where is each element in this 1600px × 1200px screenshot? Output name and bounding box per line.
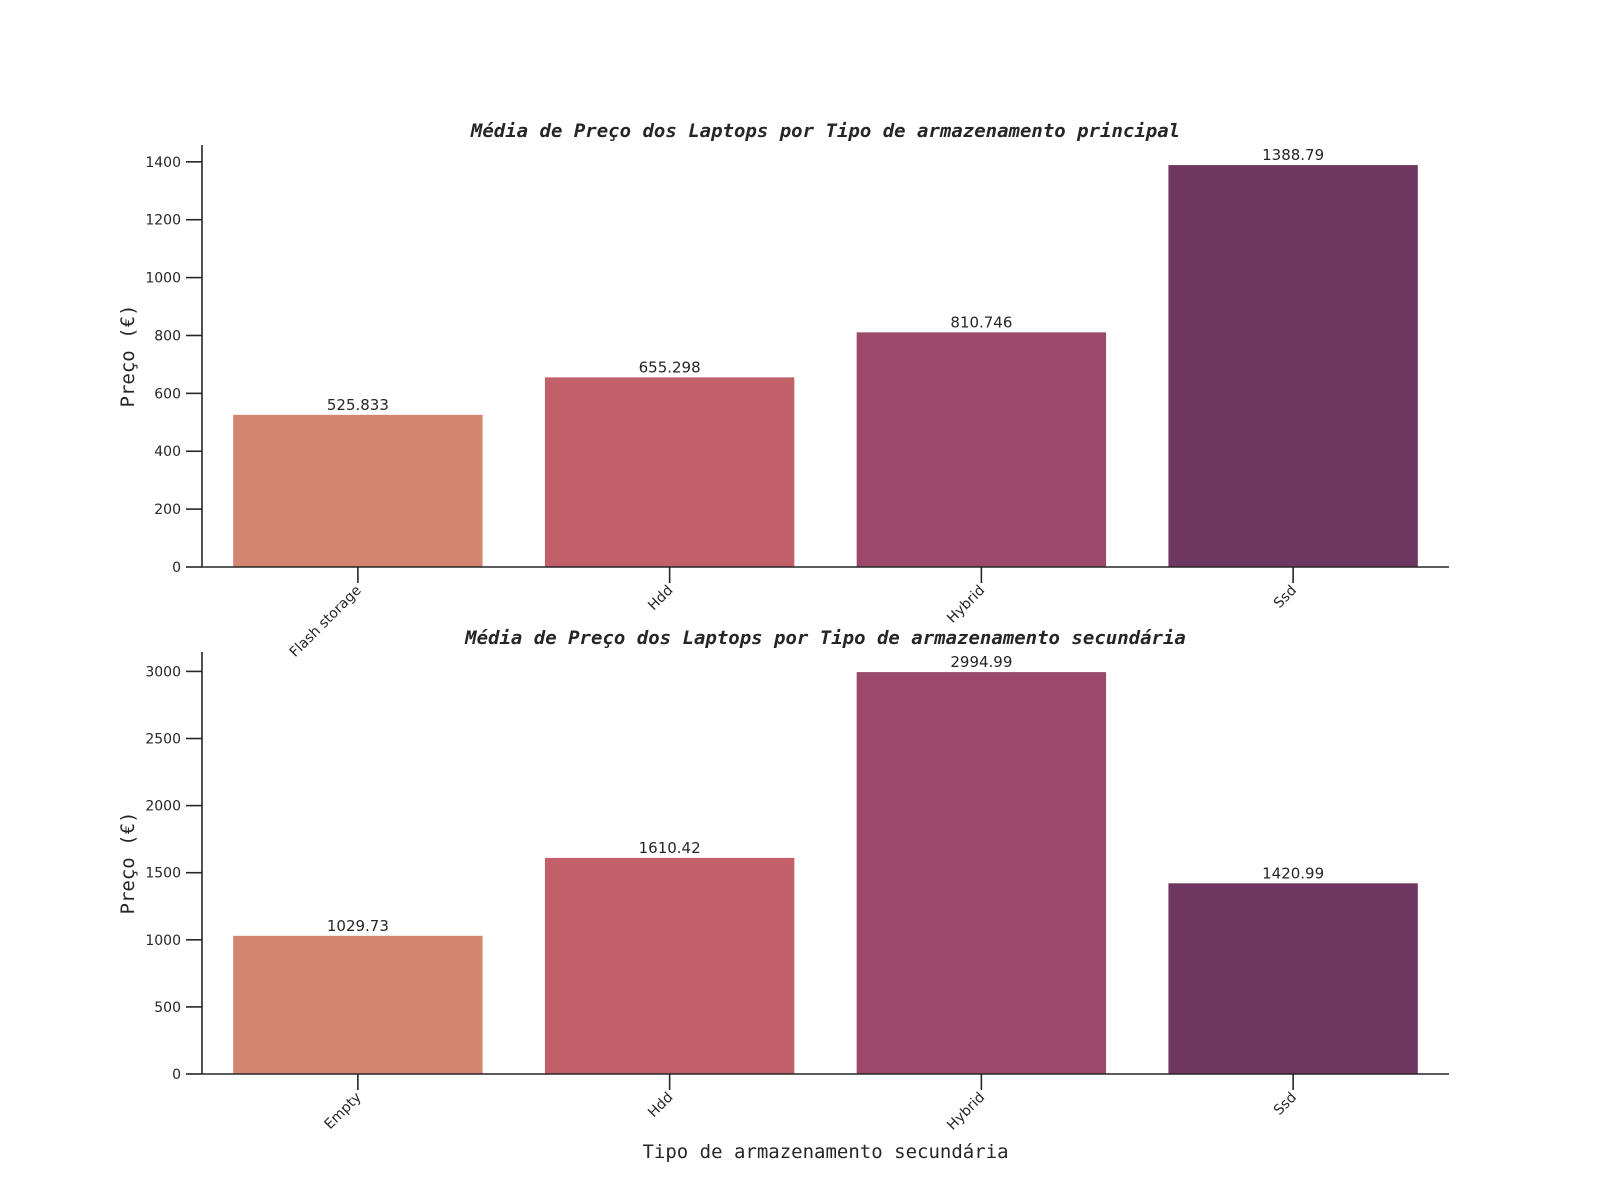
x-tick-label: Hybrid xyxy=(944,1090,988,1134)
y-tick-label: 500 xyxy=(154,1000,181,1016)
x-tick-label: Empty xyxy=(321,1090,364,1133)
bar-value-label: 1610.42 xyxy=(639,839,701,857)
y-tick-label: 600 xyxy=(154,386,181,402)
bar-hybrid xyxy=(856,332,1107,567)
top-chart-panel: 525.833 655.298 810.746 1388.79 0 200 400 600 80… xyxy=(117,120,1449,661)
y-tick-label: 1200 xyxy=(145,213,181,229)
bar-value-label: 525.833 xyxy=(327,396,389,414)
bar-ssd xyxy=(1168,883,1418,1074)
y-tick-label: 200 xyxy=(154,502,181,518)
bar-value-label: 1388.79 xyxy=(1262,146,1324,164)
y-tick-label: 0 xyxy=(172,1067,181,1083)
y-tick-label: 2500 xyxy=(145,732,181,748)
chart-title: Média de Preço dos Laptops por Tipo de a… xyxy=(470,120,1180,142)
bar-value-label: 810.746 xyxy=(950,313,1012,331)
y-tick-label: 0 xyxy=(172,560,181,576)
y-tick-label: 1000 xyxy=(145,271,181,287)
chart-title: Média de Preço dos Laptops por Tipo de a… xyxy=(464,627,1186,649)
bottom-chart-panel: 1029.73 1610.42 2994.99 1420.99 0 500 1000 1500… xyxy=(117,627,1449,1163)
bar-hdd xyxy=(544,377,795,567)
x-tick-label: Hybrid xyxy=(944,583,988,627)
bar-hdd xyxy=(544,857,795,1074)
y-tick-label: 400 xyxy=(154,444,181,460)
bar-empty xyxy=(233,935,483,1074)
y-axis-title: Preço (€) xyxy=(117,812,139,915)
y-tick-label: 1500 xyxy=(145,866,181,882)
x-tick-label: Hdd xyxy=(645,1090,676,1121)
y-axis-title: Preço (€) xyxy=(117,305,139,408)
x-tick-label: Ssd xyxy=(1271,583,1300,612)
bar-value-label: 2994.99 xyxy=(950,653,1012,671)
y-tick-label: 800 xyxy=(154,328,181,344)
bar-flash-storage xyxy=(233,414,483,567)
bar-hybrid xyxy=(856,672,1107,1074)
bar-value-label: 1029.73 xyxy=(327,917,389,935)
x-tick-label: Ssd xyxy=(1271,1090,1300,1119)
bar-value-label: 1420.99 xyxy=(1262,864,1324,882)
x-tick-label: Flash storage xyxy=(287,583,365,661)
y-tick-label: 1000 xyxy=(145,933,181,949)
y-tick-label: 3000 xyxy=(145,664,181,680)
x-tick-label: Hdd xyxy=(645,583,676,614)
bar-ssd xyxy=(1168,165,1418,568)
y-tick-label: 1400 xyxy=(145,155,181,171)
bar-value-label: 655.298 xyxy=(639,358,701,376)
x-axis-title: Tipo de armazenamento secundária xyxy=(642,1141,1008,1163)
y-tick-label: 2000 xyxy=(145,799,181,815)
